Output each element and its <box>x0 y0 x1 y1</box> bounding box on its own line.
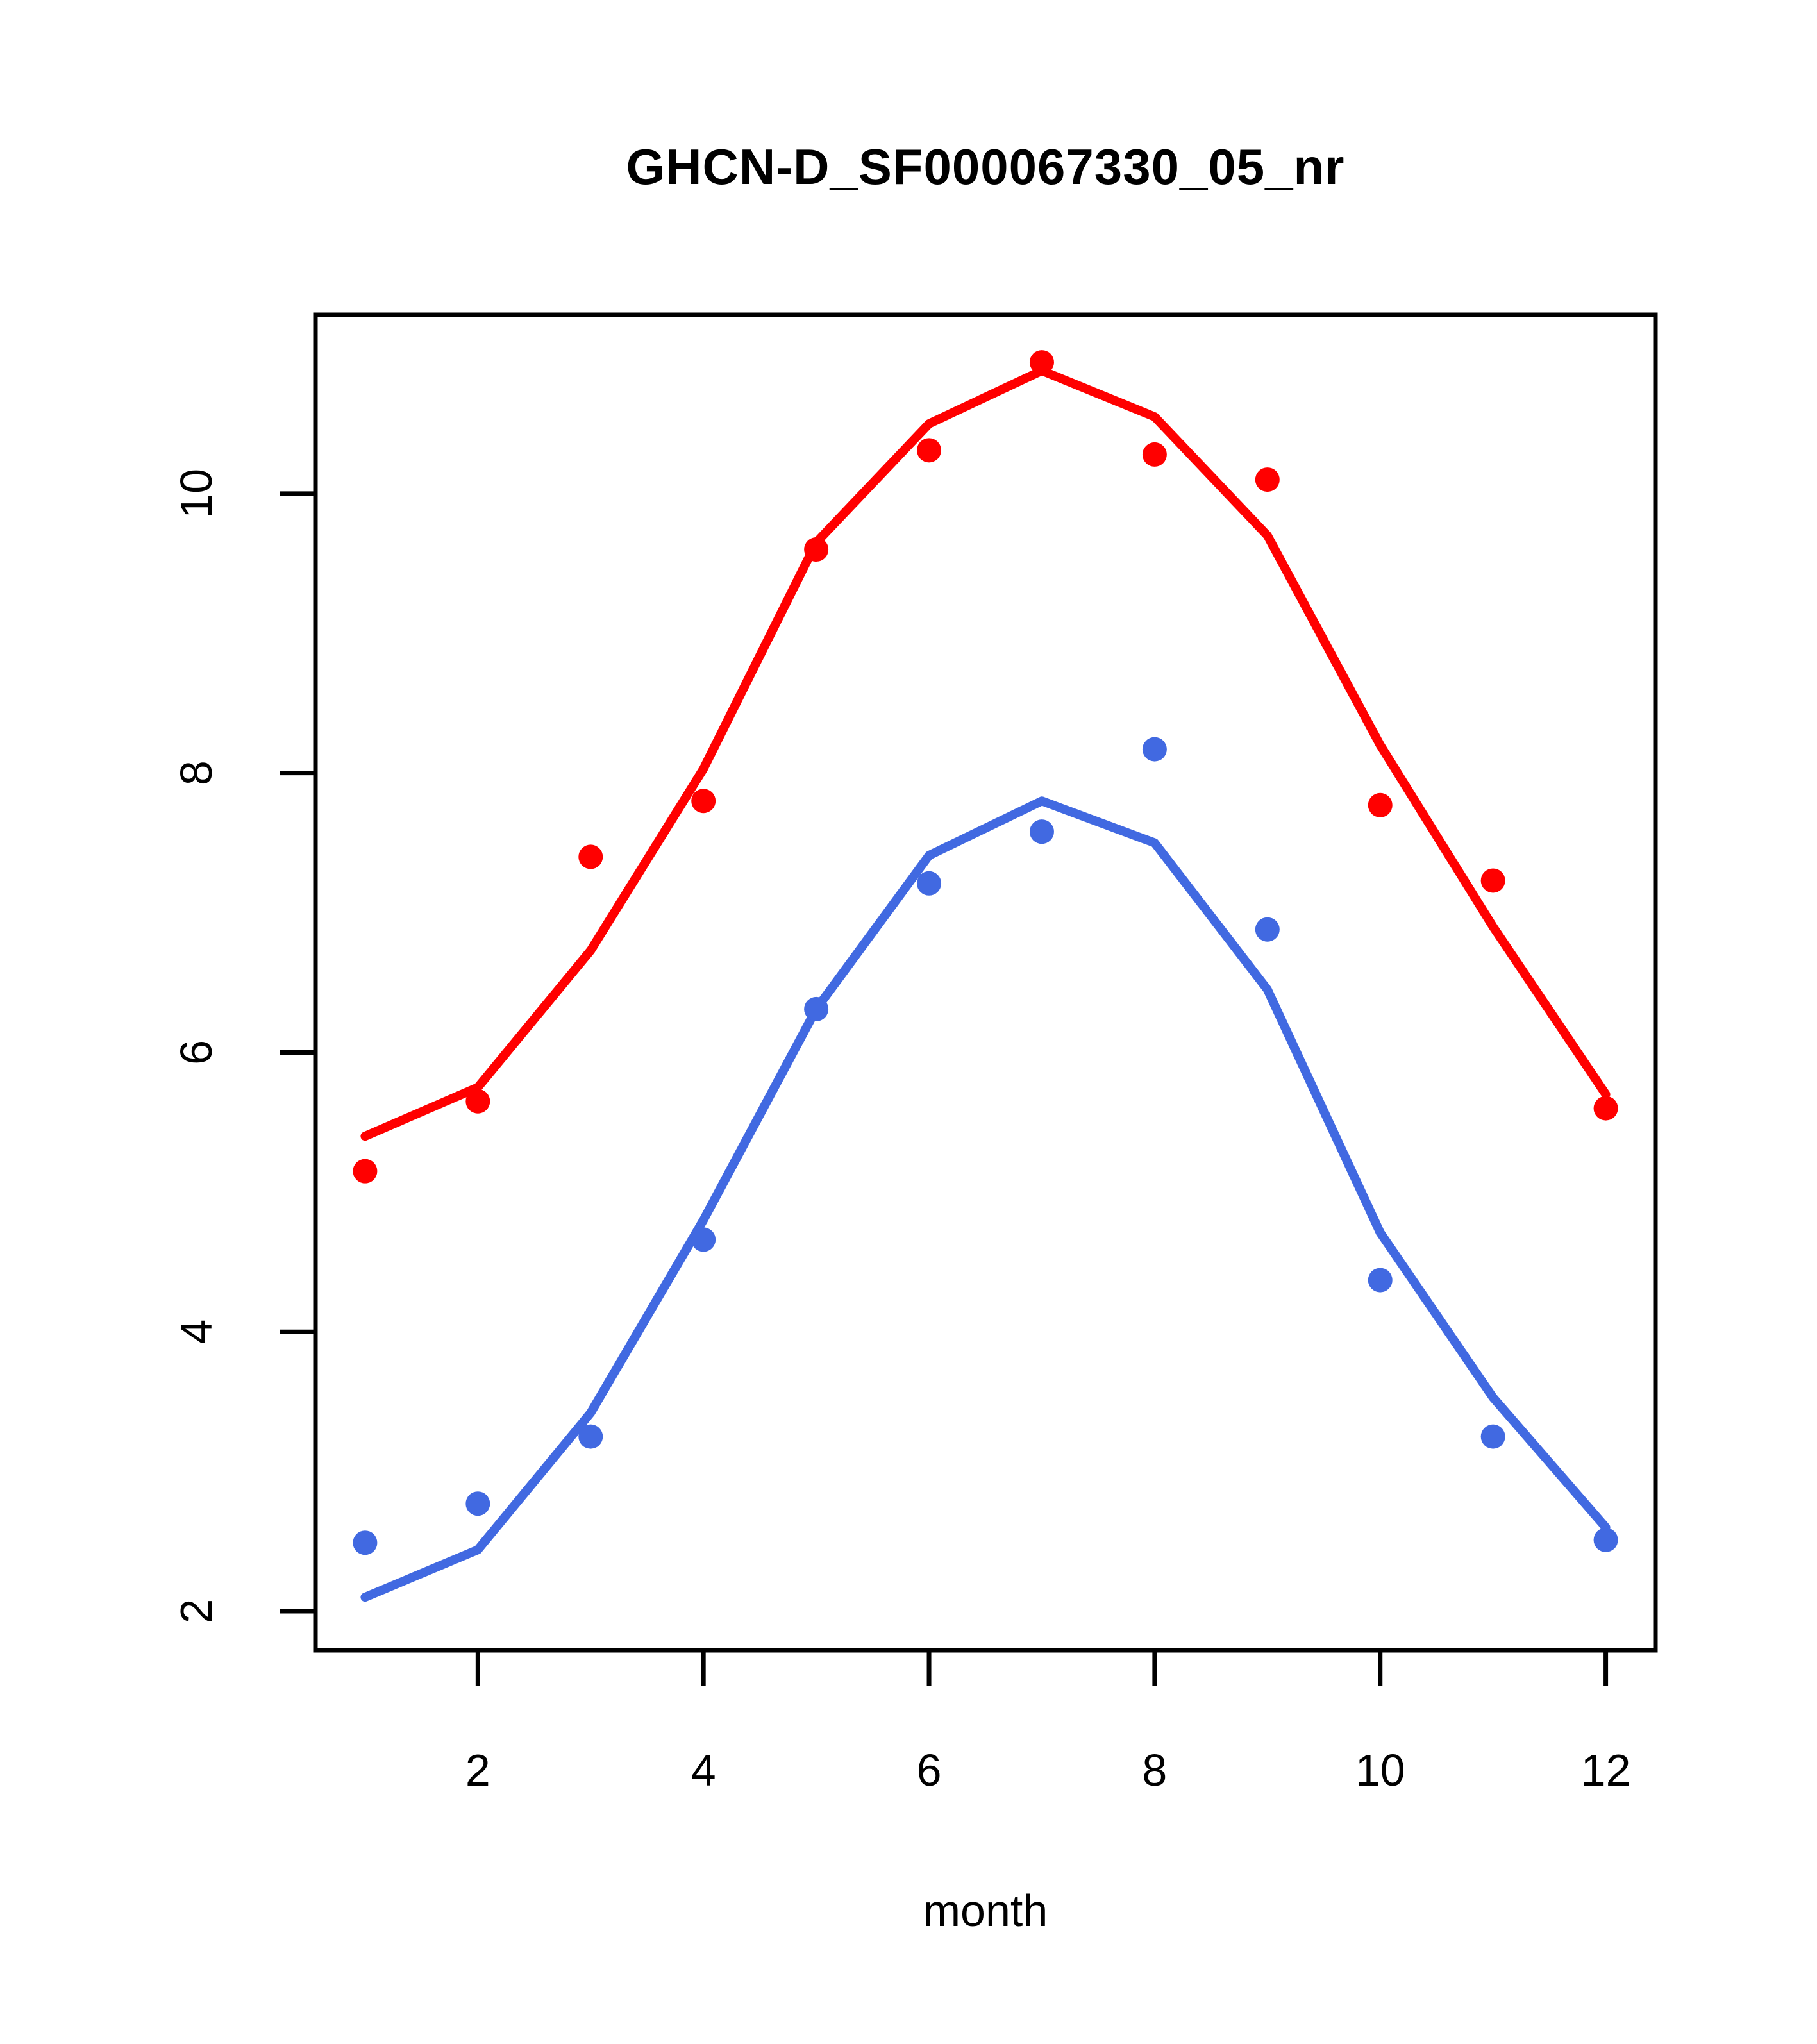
red-observed-points-dot <box>353 1159 378 1184</box>
blue-observed-points-dot <box>917 871 942 896</box>
y-tick-label: 8 <box>171 760 221 785</box>
red-observed-points-dot <box>1593 1096 1618 1121</box>
x-axis-label: month <box>923 1886 1048 1936</box>
y-tick-label: 4 <box>171 1319 221 1345</box>
blue-observed-points-dot <box>353 1530 378 1555</box>
blue-observed-points-dot <box>1142 737 1167 762</box>
x-tick-label: 4 <box>691 1745 716 1795</box>
red-observed-points-dot <box>1142 442 1167 467</box>
y-tick-label: 6 <box>171 1040 221 1065</box>
y-tick-label: 2 <box>171 1599 221 1624</box>
red-observed-points-dot <box>1255 467 1280 492</box>
blue-observed-points-dot <box>1255 917 1280 942</box>
chart-title: GHCN-D_SF000067330_05_nr <box>626 138 1345 195</box>
blue-observed-points-dot <box>804 996 829 1021</box>
red-observed-points-dot <box>804 537 829 562</box>
red-observed-points-dot <box>691 789 716 814</box>
plot-frame <box>313 312 1658 1653</box>
blue-observed-points-dot <box>465 1491 490 1516</box>
blue-observed-points-dot <box>691 1227 716 1252</box>
blue-observed-points-dot <box>1593 1527 1618 1552</box>
blue-fitted-line <box>360 796 1611 1602</box>
red-observed-points-dot <box>1480 868 1505 893</box>
blue-observed-points-dot <box>578 1424 603 1449</box>
red-observed-points-dot <box>465 1089 490 1114</box>
red-fitted-line <box>360 366 1611 1141</box>
x-tick-label: 6 <box>917 1745 942 1795</box>
blue-observed-points-dot <box>1480 1424 1505 1449</box>
blue-observed-points-dot <box>1368 1268 1393 1293</box>
y-tick-label: 10 <box>171 469 221 519</box>
red-observed-points-dot <box>1029 350 1054 375</box>
x-tick-label: 10 <box>1355 1745 1405 1795</box>
red-observed-points-dot <box>1368 792 1393 817</box>
red-observed-points-dot <box>917 438 942 463</box>
x-tick-label: 8 <box>1142 1745 1167 1795</box>
blue-observed-points-dot <box>1029 819 1054 844</box>
red-observed-points-dot <box>578 844 603 869</box>
x-tick-label: 12 <box>1581 1745 1631 1795</box>
x-tick-label: 2 <box>465 1745 490 1795</box>
